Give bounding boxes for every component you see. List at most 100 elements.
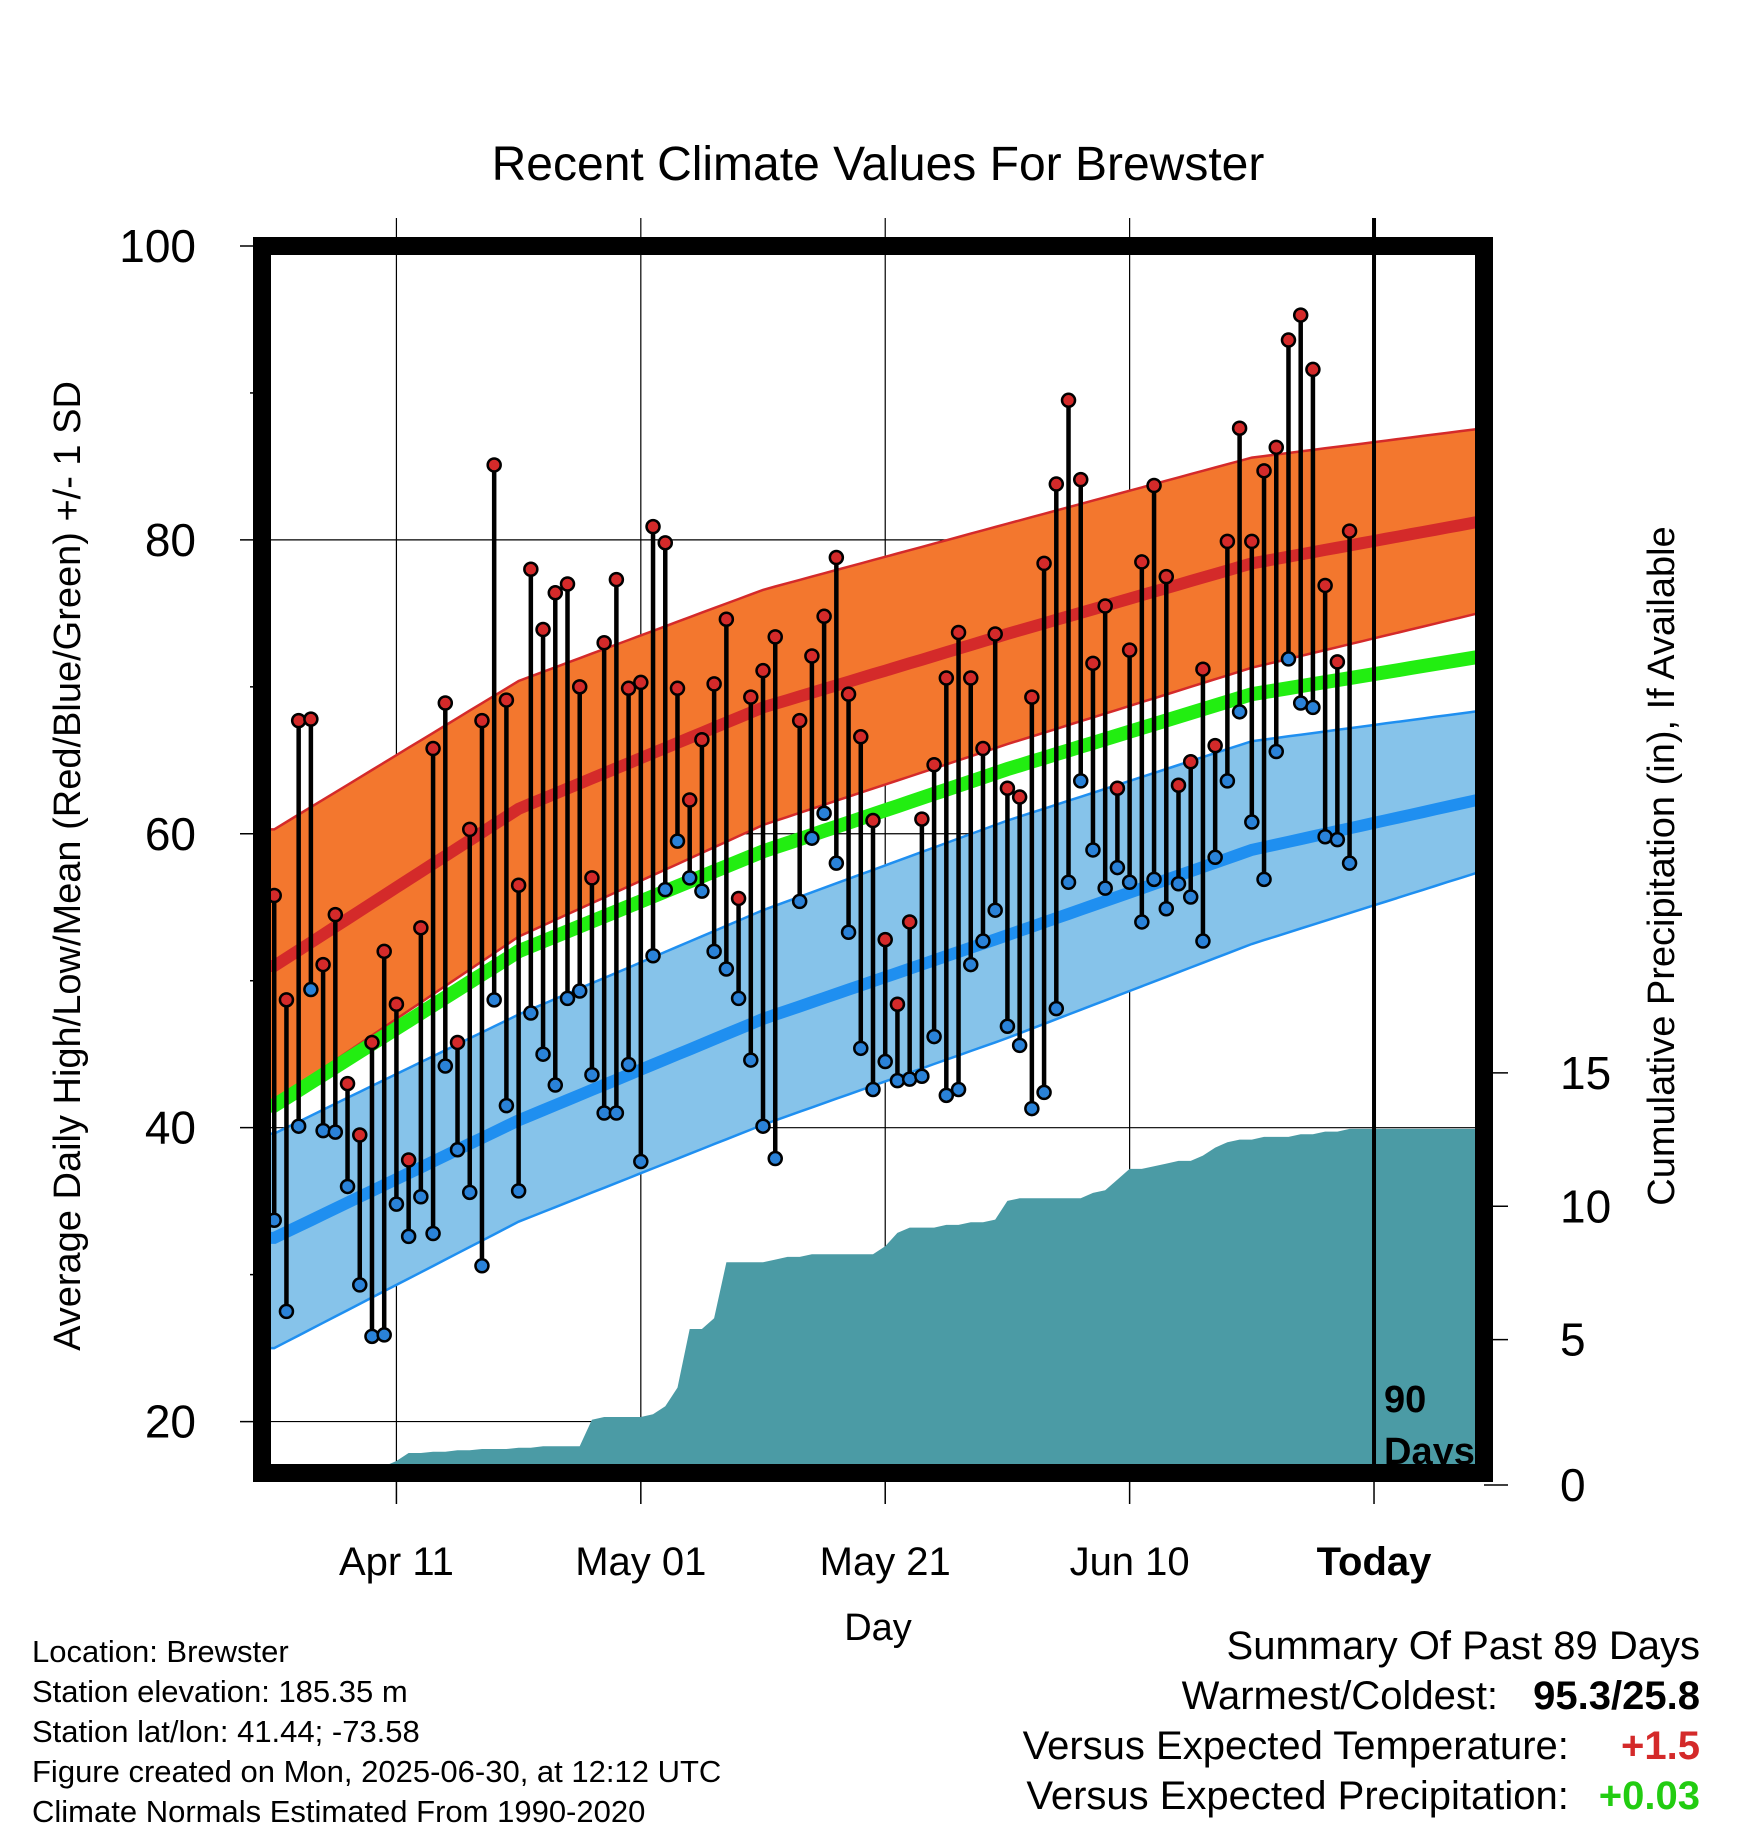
daily-low-point <box>1182 889 1199 905</box>
daily-high-point <box>449 1034 466 1051</box>
daily-low-point <box>474 1258 490 1274</box>
daily-high-point <box>413 920 429 936</box>
daily-low-point <box>413 1188 429 1205</box>
daily-low-point <box>1048 1000 1065 1017</box>
daily-low-point <box>1219 773 1236 789</box>
daily-low-point <box>437 1058 454 1074</box>
y-tick-label: 20 <box>145 1396 196 1448</box>
high-sd-band <box>262 426 1484 1103</box>
daily-high-point <box>1146 477 1162 494</box>
daily-low-point <box>388 1196 405 1212</box>
daily-low-point <box>755 1118 771 1134</box>
daily-low-point <box>926 1028 942 1045</box>
daily-high-point <box>791 712 808 729</box>
daily-low-point <box>1195 933 1211 949</box>
daily-high-point <box>987 626 1003 642</box>
daily-low-point <box>1305 699 1321 716</box>
daily-high-point <box>278 992 295 1008</box>
daily-high-point <box>1292 307 1309 323</box>
daily-low-point <box>1109 859 1126 876</box>
daily-low-point <box>1011 1037 1028 1054</box>
daily-low-point <box>547 1077 564 1093</box>
daily-high-point <box>1219 533 1236 550</box>
daily-high-point <box>633 674 649 691</box>
daily-low-point <box>804 830 820 846</box>
daily-low-point <box>486 992 502 1008</box>
warm-cold-label: Warmest/Coldest: <box>1181 1674 1499 1718</box>
precip-value: +0.03 <box>1598 1774 1700 1818</box>
daily-high-point <box>1134 554 1150 570</box>
daily-low-point <box>743 1052 759 1068</box>
daily-high-point <box>388 996 405 1012</box>
daily-high-point <box>657 535 674 551</box>
daily-high-point <box>1231 420 1248 436</box>
daily-high-point <box>1305 361 1321 378</box>
y2-tick-label: 5 <box>1560 1314 1586 1366</box>
x-tick-label: Apr 11 <box>339 1540 454 1584</box>
warm-cold-value: 95.3/25.8 <box>1533 1674 1700 1718</box>
daily-high-point <box>1207 737 1223 754</box>
daily-low-point <box>963 956 979 973</box>
y2-axis-label: Cumulative Precipitation (in), If Availa… <box>1641 526 1683 1205</box>
y2-tick-label: 0 <box>1560 1459 1586 1511</box>
daily-high-point <box>1109 780 1126 796</box>
x-tick-label: May 01 <box>575 1540 706 1584</box>
daily-high-point <box>364 1034 380 1051</box>
daily-low-point <box>1024 1100 1040 1117</box>
normal-high-line <box>262 514 1484 972</box>
daily-high-point <box>352 1127 368 1143</box>
daily-high-point <box>1182 754 1199 770</box>
y-tick-label: 60 <box>145 808 196 860</box>
daily-high-point <box>840 686 857 702</box>
daily-high-point <box>474 712 490 729</box>
daily-high-point <box>1256 463 1272 479</box>
daily-high-point <box>1329 654 1346 670</box>
precip-label: Versus Expected Precipitation: <box>1026 1774 1569 1818</box>
daily-high-point <box>400 1152 417 1168</box>
daily-low-point <box>1072 773 1089 789</box>
daily-high-point <box>718 611 735 627</box>
daily-low-point <box>352 1277 368 1293</box>
daily-low-point <box>730 990 747 1007</box>
daily-low-point <box>571 983 588 999</box>
daily-high-point <box>510 877 527 893</box>
daily-high-point <box>327 906 344 923</box>
daily-low-point <box>290 1118 307 1134</box>
daily-low-point <box>767 1150 783 1167</box>
daily-low-point <box>1268 743 1285 760</box>
warm-cold-row: Warmest/Coldest: 95.3/25.8 <box>1182 1674 1700 1719</box>
daily-low-point <box>1121 874 1138 891</box>
daily-low-point <box>449 1141 466 1158</box>
temp-row: Versus Expected Temperature: +1.5 <box>1023 1724 1700 1769</box>
x-tick-label: Today <box>1317 1540 1433 1584</box>
daily-high-point <box>425 740 441 757</box>
latlon-text: Station lat/lon: 41.44; -73.58 <box>32 1714 420 1749</box>
daily-low-point <box>535 1046 551 1062</box>
daily-high-point <box>926 756 942 773</box>
daily-low-point <box>400 1228 417 1245</box>
daily-low-point <box>718 961 735 977</box>
daily-high-point <box>853 729 869 745</box>
daily-high-point <box>1072 471 1089 488</box>
daily-high-point <box>877 931 893 948</box>
daily-high-point <box>1036 555 1052 572</box>
daily-low-point <box>816 805 832 821</box>
y-axis-label: Average Daily High/Low/Mean (Red/Blue/Gr… <box>47 381 89 1351</box>
daily-low-point <box>706 943 722 960</box>
daily-low-point <box>1036 1084 1052 1101</box>
daily-high-point <box>889 996 906 1012</box>
daily-high-point <box>584 870 600 886</box>
x-tick-label: May 21 <box>820 1540 951 1584</box>
daily-low-point <box>278 1303 295 1320</box>
temp-label: Versus Expected Temperature: <box>1022 1724 1569 1768</box>
daily-low-point <box>645 947 661 964</box>
daily-high-point <box>1085 655 1101 672</box>
daily-low-point <box>669 833 686 849</box>
daily-low-point <box>657 881 674 898</box>
y-tick-label: 80 <box>145 514 196 566</box>
daily-low-point <box>938 1087 955 1104</box>
normals-text: Climate Normals Estimated From 1990-2020 <box>32 1794 646 1829</box>
daily-low-point <box>889 1072 906 1089</box>
daily-low-point <box>840 924 857 940</box>
